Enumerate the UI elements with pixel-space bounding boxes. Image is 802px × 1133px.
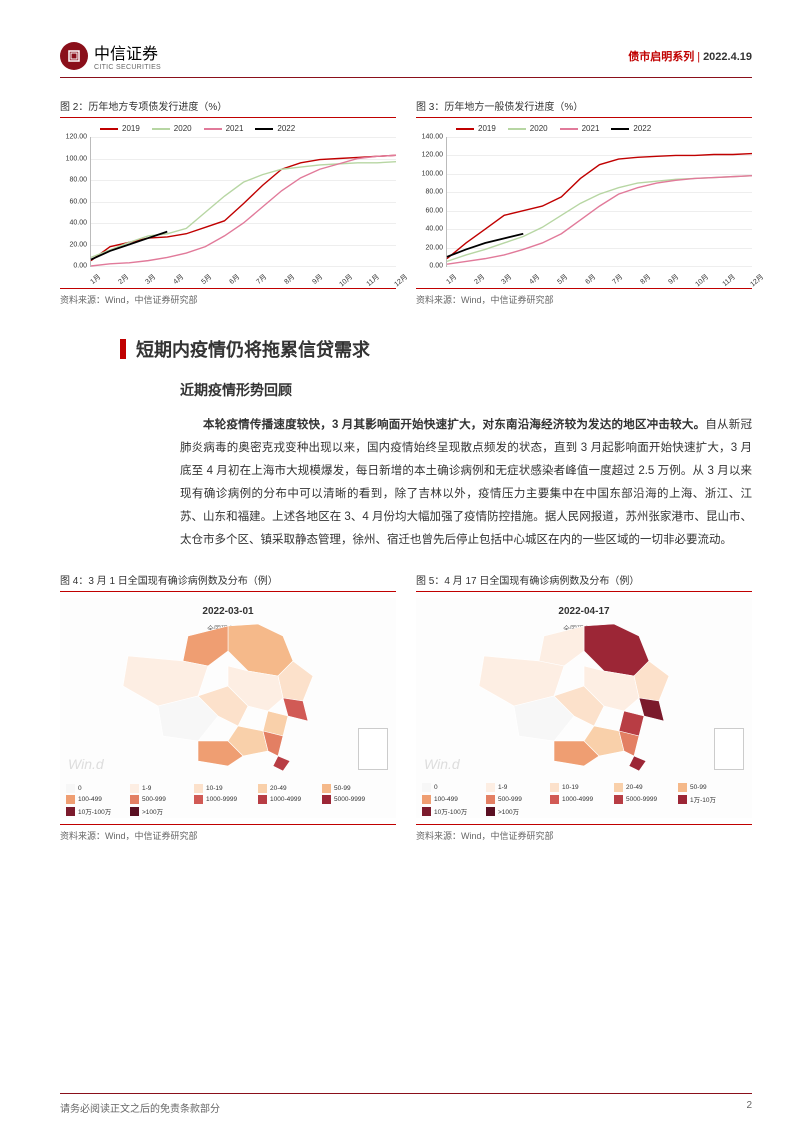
map-legend-item: 500-999: [486, 794, 540, 804]
subheading: 近期疫情形势回顾: [180, 380, 752, 400]
logo-icon: [60, 42, 88, 70]
map-legend-item: 100-499: [66, 795, 120, 804]
map-4-inset: [358, 728, 388, 770]
map-legend-item: 1万-10万: [678, 794, 732, 804]
map-legend-item: 20-49: [258, 784, 312, 793]
logo-text-sub: CITIC SECURITIES: [94, 64, 161, 71]
legend-item: 2022: [611, 124, 651, 133]
legend-item: 2020: [508, 124, 548, 133]
map-legend-item: 10万-100万: [422, 806, 476, 816]
maps-row: 图 4：3 月 1 日全国现有确诊病例数及分布（例） 2022-03-01 全国…: [60, 572, 752, 842]
map-legend-item: 20-49: [614, 783, 668, 792]
map-legend-item: >100万: [486, 806, 540, 816]
map-legend-item: 1-9: [130, 784, 184, 793]
page-number: 2: [746, 1100, 752, 1115]
map-5: 图 5：4 月 17 日全国现有确诊病例数及分布（例） 2022-04-17 全…: [416, 572, 752, 842]
map-4-watermark: Win.d: [68, 756, 104, 772]
map-legend-item: 0: [422, 783, 476, 792]
chart-3-source: 资料来源：Wind，中信证券研究部: [416, 288, 752, 306]
header-right: 债市启明系列|2022.4.19: [628, 48, 752, 64]
map-legend-item: 5000-9999: [322, 795, 376, 804]
doc-date: 2022.4.19: [703, 51, 752, 63]
legend-item: 2022: [255, 124, 295, 133]
map-legend-item: 1000-4999: [258, 795, 312, 804]
heading-bar-icon: [120, 339, 126, 359]
page-footer: 请务必阅读正文之后的免责条款部分 2: [60, 1093, 752, 1115]
map-legend-item: 1000-9999: [194, 795, 248, 804]
map-4-box: 2022-03-01 全国现有确诊 2999 Win.d 01-910-1920…: [60, 598, 396, 818]
map-legend-item: 0: [66, 784, 120, 793]
map-5-box: 2022-04-17 全国现有确诊 28987 Win.d 01-910-192…: [416, 598, 752, 818]
body-paragraph: 本轮疫情传播速度较快，3 月其影响面开始快速扩大，对东南沿海经济较为发达的地区冲…: [180, 414, 752, 552]
charts-row-top: 图 2：历年地方专项债发行进度（%） 20192020202120220.002…: [60, 98, 752, 306]
map-4: 图 4：3 月 1 日全国现有确诊病例数及分布（例） 2022-03-01 全国…: [60, 572, 396, 842]
section-heading-text: 短期内疫情仍将拖累信贷需求: [136, 336, 370, 362]
map-4-title: 图 4：3 月 1 日全国现有确诊病例数及分布（例）: [60, 572, 396, 592]
map-5-watermark: Win.d: [424, 756, 460, 772]
legend-item: 2020: [152, 124, 192, 133]
map-legend-item: 500-999: [130, 795, 184, 804]
chart-2-source: 资料来源：Wind，中信证券研究部: [60, 288, 396, 306]
legend-item: 2021: [560, 124, 600, 133]
map-5-legend: 0 1-9 10-19 20-49 50-99 100-499 500-999 1000-49…: [422, 783, 746, 816]
map-legend-item: 10-19: [550, 783, 604, 792]
chart-3: 图 3：历年地方一般债发行进度（%） 20192020202120220.002…: [416, 98, 752, 306]
footer-disclaimer: 请务必阅读正文之后的免责条款部分: [60, 1100, 220, 1115]
map-legend-item: 1-9: [486, 783, 540, 792]
map-legend-item: 100-499: [422, 794, 476, 804]
chart-2-plot: 20192020202120220.0020.0040.0060.0080.00…: [60, 124, 396, 284]
para-bold: 本轮疫情传播速度较快，3 月其影响面开始快速扩大，对东南沿海经济较为发达的地区冲…: [203, 419, 705, 431]
map-legend-item: 50-99: [322, 784, 376, 793]
map-4-source: 资料来源：Wind，中信证券研究部: [60, 824, 396, 842]
map-legend-item: >100万: [130, 806, 184, 816]
map-legend-item: 10万-100万: [66, 806, 120, 816]
legend-item: 2019: [456, 124, 496, 133]
china-map-icon: [60, 606, 396, 776]
logo-text-main: 中信证券: [94, 40, 161, 64]
legend-item: 2019: [100, 124, 140, 133]
chart-2: 图 2：历年地方专项债发行进度（%） 20192020202120220.002…: [60, 98, 396, 306]
map-legend-item: 1000-4999: [550, 794, 604, 804]
china-map-icon: [416, 606, 752, 776]
page-header: 中信证券 CITIC SECURITIES 债市启明系列|2022.4.19: [60, 40, 752, 78]
chart-3-title: 图 3：历年地方一般债发行进度（%）: [416, 98, 752, 118]
map-legend-item: 50-99: [678, 783, 732, 792]
map-5-inset: [714, 728, 744, 770]
map-5-source: 资料来源：Wind，中信证券研究部: [416, 824, 752, 842]
map-4-legend: 0 1-9 10-19 20-49 50-99 100-499 500-999 1000-99…: [66, 784, 390, 816]
legend-item: 2021: [204, 124, 244, 133]
doc-series: 债市启明系列: [628, 51, 694, 63]
section-heading: 短期内疫情仍将拖累信贷需求: [120, 336, 752, 362]
map-5-title: 图 5：4 月 17 日全国现有确诊病例数及分布（例）: [416, 572, 752, 592]
chart-2-title: 图 2：历年地方专项债发行进度（%）: [60, 98, 396, 118]
para-rest: 自从新冠肺炎病毒的奥密克戎变种出现以来，国内疫情始终呈现散点频发的状态，直到 3…: [180, 419, 752, 546]
logo: 中信证券 CITIC SECURITIES: [60, 40, 161, 71]
chart-3-plot: 20192020202120220.0020.0040.0060.0080.00…: [416, 124, 752, 284]
map-legend-item: 5000-9999: [614, 794, 668, 804]
map-legend-item: 10-19: [194, 784, 248, 793]
